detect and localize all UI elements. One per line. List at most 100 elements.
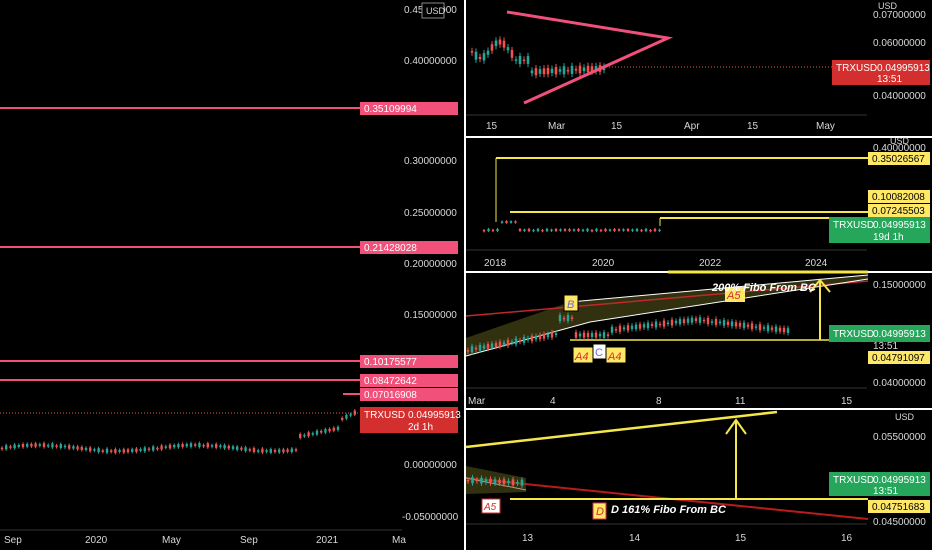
hp-candle — [718, 321, 722, 324]
hp-price-countdown: 13:51 — [873, 341, 898, 352]
hp-price-value: 0.04995913 — [873, 329, 926, 340]
hp-candle — [738, 323, 742, 327]
tr-candle — [562, 66, 566, 75]
main-candle — [34, 443, 37, 447]
hp-candle — [582, 332, 586, 338]
mr-candle — [527, 228, 531, 232]
tr-candle — [570, 65, 574, 74]
mr-candle — [532, 229, 535, 232]
main-hline-label-1-bg — [360, 102, 458, 115]
hp-candle — [782, 327, 786, 333]
hp-candle — [678, 319, 682, 325]
tr-candle — [578, 65, 582, 74]
tr-xtick-3: 15 — [611, 121, 623, 132]
main-candle — [307, 432, 310, 437]
tr-ytick-3: 0.04000000 — [873, 91, 926, 102]
zp-currency-label: USD — [895, 412, 915, 422]
mr-xtick-4: 2024 — [805, 258, 828, 269]
hp-candle — [534, 336, 538, 340]
tr-ytick-2: 0.06000000 — [873, 38, 926, 49]
hp-fibo-label: 200% Fibo From BC — [711, 282, 817, 294]
main-hline-label-2: 0.21428028 — [364, 243, 417, 254]
main-candle — [68, 445, 71, 449]
hp-hline-label-bg — [868, 351, 930, 364]
zp-price-value: 0.04995913 — [873, 475, 926, 486]
hp-candle — [570, 317, 574, 319]
zp-hline-label-bg — [868, 500, 930, 513]
main-candle — [231, 446, 235, 450]
mr-candle — [599, 229, 603, 232]
hp-candle — [486, 344, 490, 349]
main-candle — [189, 443, 193, 447]
main-candle — [223, 445, 226, 449]
hp-candle — [474, 347, 478, 350]
hp-candle — [710, 321, 714, 323]
mr-candle — [613, 229, 616, 231]
hp-ytick-3: 0.04000000 — [873, 378, 926, 389]
main-candle — [55, 445, 58, 447]
main-candle — [198, 443, 201, 447]
main-candle — [294, 449, 298, 451]
zp-price-tag — [829, 472, 930, 496]
zp-candle — [498, 479, 501, 484]
zp-candle — [520, 479, 524, 486]
main-candle — [118, 450, 121, 452]
mr-candle — [496, 228, 499, 232]
mr-candle — [631, 229, 634, 231]
tr-candle — [506, 47, 510, 51]
zp-ytick-2: 0.04500000 — [873, 517, 926, 528]
main-candle — [13, 444, 16, 449]
hp-candle — [554, 333, 558, 336]
main-candle — [21, 444, 25, 448]
main-candle — [131, 449, 134, 452]
hp-candle — [530, 335, 534, 342]
hp-label-a5: A5 — [726, 290, 741, 302]
main-candle — [101, 450, 104, 452]
tr-candle — [486, 50, 490, 55]
hp-candle — [698, 317, 702, 323]
main-candle — [147, 448, 151, 451]
hp-hline-label: 0.04791097 — [872, 353, 925, 364]
hp-price-tag — [829, 325, 930, 342]
tr-xtick-2: Mar — [548, 121, 566, 132]
top-right-panel: USD 0.07000000 0.06000000 0.04000000 TRX… — [466, 1, 930, 132]
hp-candle — [466, 350, 470, 352]
zp-candle — [475, 479, 479, 482]
tr-candle — [582, 67, 586, 72]
tr-xtick-1: 15 — [486, 121, 498, 132]
hp-candle — [766, 325, 770, 332]
mr-candle — [640, 229, 643, 232]
hp-candle — [566, 315, 570, 321]
tr-candle — [490, 44, 494, 51]
hp-candle — [666, 322, 670, 325]
hp-candle — [662, 320, 666, 327]
main-xtick-1: Sep — [4, 535, 22, 546]
main-candle — [202, 444, 205, 447]
main-candle — [265, 450, 268, 452]
main-usd-box[interactable] — [421, 2, 445, 19]
tr-candle — [590, 66, 594, 72]
tr-candle — [502, 40, 506, 48]
tr-candle — [522, 59, 526, 62]
mr-candle — [523, 229, 526, 232]
main-candle — [156, 447, 159, 450]
main-candle — [38, 444, 41, 446]
hp-candle — [510, 341, 514, 344]
tr-candle — [482, 53, 486, 61]
hp-candle — [670, 319, 674, 326]
hp-label-c: C — [595, 347, 603, 359]
hp-candle — [762, 327, 766, 329]
main-candle — [51, 443, 54, 448]
zp-arrow-head — [725, 418, 747, 435]
hp-candle — [706, 317, 710, 324]
mr-candle — [514, 221, 517, 223]
tr-candle — [494, 40, 498, 47]
zp-xtick-3: 15 — [735, 533, 747, 544]
main-price-countdown: 2d 1h — [408, 422, 433, 433]
mr-hline-label-3: 0.07245503 — [872, 206, 925, 217]
mr-candle — [550, 229, 553, 232]
main-candle — [160, 445, 163, 450]
zp-price-symbol: TRXUSD — [833, 475, 874, 486]
hp-candle — [478, 345, 482, 351]
